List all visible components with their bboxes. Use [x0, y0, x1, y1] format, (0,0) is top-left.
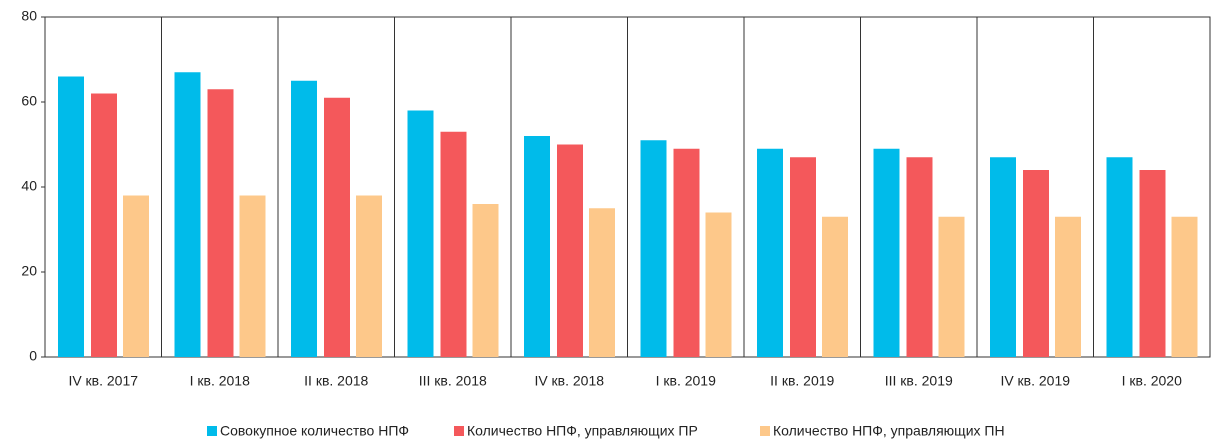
x-tick-label: IV кв. 2019 [1000, 373, 1070, 389]
legend-label: Количество НПФ, управляющих ПР [467, 423, 698, 439]
y-tick-label: 40 [21, 178, 37, 194]
x-tick-label: I кв. 2018 [190, 373, 250, 389]
x-tick-label: I кв. 2020 [1122, 373, 1182, 389]
y-tick-label: 60 [21, 93, 37, 109]
bar [324, 97, 350, 357]
bar [91, 93, 117, 357]
bar [673, 148, 700, 357]
y-tick-label: 0 [29, 348, 37, 364]
bar [440, 131, 467, 357]
bar [938, 216, 965, 357]
legend-swatch [454, 426, 464, 436]
x-tick-label: IV кв. 2017 [68, 373, 138, 389]
x-tick-label: II кв. 2019 [770, 373, 834, 389]
y-tick-label: 80 [21, 8, 37, 24]
bar [239, 195, 266, 357]
legend-label: Количество НПФ, управляющих ПН [773, 423, 1005, 439]
bar [757, 148, 783, 357]
bar [123, 195, 149, 357]
bar [291, 80, 317, 357]
bar [407, 110, 434, 357]
bar [822, 216, 848, 357]
legend-swatch [207, 426, 217, 436]
bar [472, 204, 499, 357]
bar [640, 140, 667, 357]
bar [705, 212, 732, 357]
bar [1139, 170, 1166, 357]
bar [1106, 157, 1133, 357]
x-tick-label: III кв. 2018 [419, 373, 487, 389]
x-tick-label: III кв. 2019 [885, 373, 953, 389]
bar [1171, 216, 1198, 357]
legend-swatch [760, 426, 770, 436]
bar [906, 157, 933, 357]
x-tick-label: II кв. 2018 [304, 373, 368, 389]
bar [524, 136, 550, 357]
bar [207, 89, 234, 357]
bar [1055, 216, 1081, 357]
bar [356, 195, 382, 357]
bar [174, 72, 201, 357]
bar [1023, 170, 1049, 357]
bar [557, 144, 583, 357]
bar [58, 76, 84, 357]
x-tick-label: IV кв. 2018 [534, 373, 604, 389]
y-tick-label: 20 [21, 263, 37, 279]
bar [790, 157, 816, 357]
bar [589, 208, 615, 357]
bar [873, 148, 900, 357]
bar [990, 157, 1016, 357]
legend-label: Совокупное количество НПФ [220, 423, 409, 439]
x-tick-label: I кв. 2019 [656, 373, 716, 389]
